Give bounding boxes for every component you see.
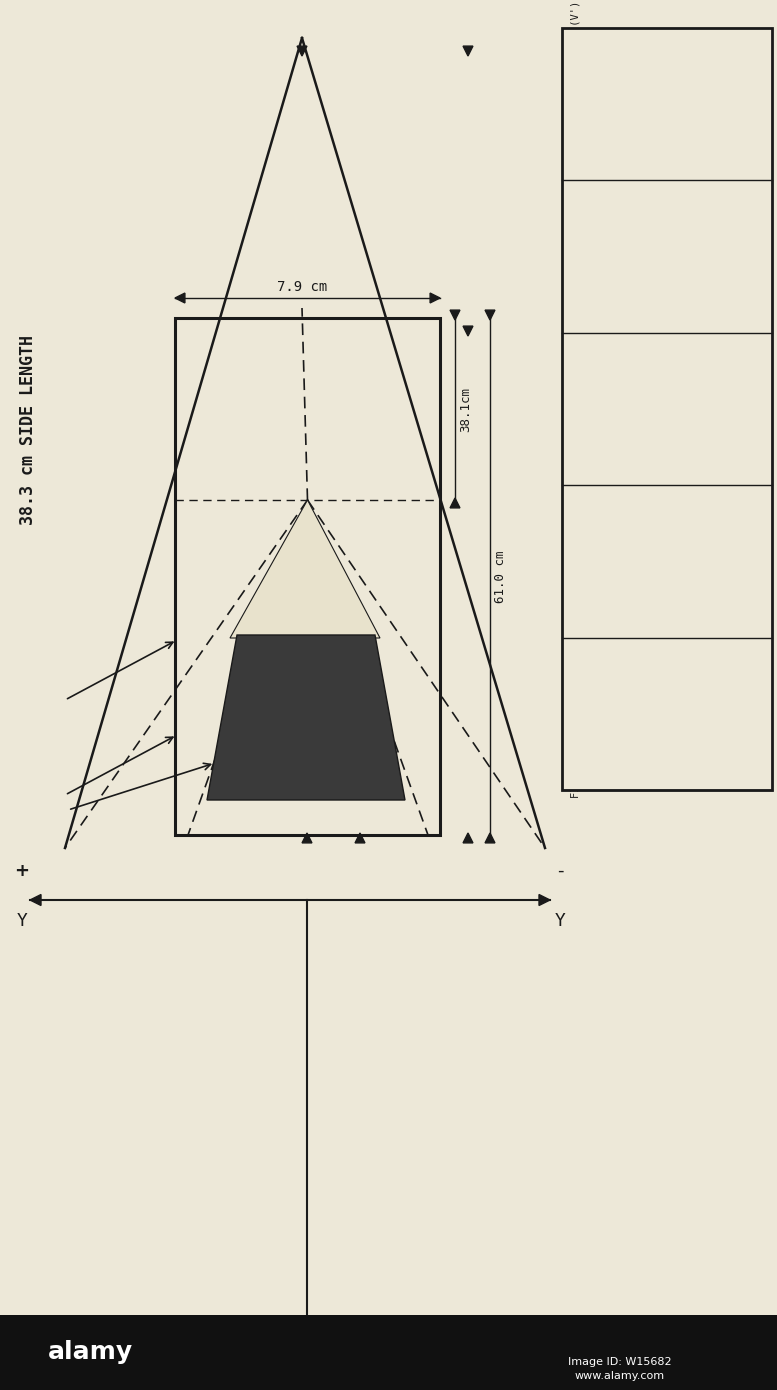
Text: -: - bbox=[557, 862, 563, 880]
Text: FILTRATION  RATIO  (FR): FILTRATION RATIO (FR) bbox=[570, 489, 580, 634]
Bar bbox=[175, 318, 440, 835]
Text: MAX  MESH  APPROACH  SPEED  (υ'): MAX MESH APPROACH SPEED (υ') bbox=[570, 157, 580, 357]
Polygon shape bbox=[175, 293, 185, 303]
Text: 0.5 x 10⁻³ NT: 0.5 x 10⁻³ NT bbox=[751, 360, 764, 457]
Bar bbox=[0, 1315, 777, 1390]
Text: 61.0 cm: 61.0 cm bbox=[494, 550, 507, 603]
Text: 3.18 & 5.4: 3.18 & 5.4 bbox=[751, 524, 764, 599]
Polygon shape bbox=[207, 635, 405, 801]
Text: 15.4 M/MIN.: 15.4 M/MIN. bbox=[751, 63, 764, 146]
Polygon shape bbox=[539, 895, 550, 905]
Text: Y: Y bbox=[16, 912, 27, 930]
Text: MAX  PRESSURE  DROP  ACROSS  NET  (ΔP): MAX PRESSURE DROP ACROSS NET (ΔP) bbox=[570, 291, 580, 528]
Bar bbox=[562, 28, 772, 790]
Polygon shape bbox=[463, 46, 473, 56]
Text: alamy: alamy bbox=[47, 1340, 133, 1364]
Polygon shape bbox=[463, 327, 473, 336]
Text: 0.39: 0.39 bbox=[751, 699, 764, 728]
Text: +: + bbox=[15, 862, 30, 880]
Text: 38.1cm: 38.1cm bbox=[459, 386, 472, 431]
Text: 1.02 M/MIN.: 1.02 M/MIN. bbox=[751, 215, 764, 297]
Polygon shape bbox=[463, 833, 473, 842]
Text: www.alamy.com: www.alamy.com bbox=[575, 1371, 665, 1382]
Polygon shape bbox=[485, 310, 495, 320]
Text: 7.9 cm: 7.9 cm bbox=[277, 279, 328, 295]
Polygon shape bbox=[485, 833, 495, 842]
Text: 38.3 cm SIDE LENGTH: 38.3 cm SIDE LENGTH bbox=[19, 335, 37, 525]
Polygon shape bbox=[230, 500, 380, 638]
Polygon shape bbox=[302, 833, 312, 842]
Polygon shape bbox=[450, 498, 460, 507]
Polygon shape bbox=[297, 46, 307, 56]
Polygon shape bbox=[302, 1330, 312, 1340]
Polygon shape bbox=[30, 895, 41, 905]
Text: Image ID: W15682: Image ID: W15682 bbox=[568, 1357, 672, 1366]
Polygon shape bbox=[355, 833, 365, 842]
Polygon shape bbox=[450, 310, 460, 320]
Text: MEAN  SPEED  THROUGH  MOUTH  (V'): MEAN SPEED THROUGH MOUTH (V') bbox=[570, 1, 580, 207]
Text: FILTRATION  EFFICIENCY  (F): FILTRATION EFFICIENCY (F) bbox=[570, 630, 580, 798]
Polygon shape bbox=[430, 293, 440, 303]
Text: Y: Y bbox=[555, 912, 566, 930]
